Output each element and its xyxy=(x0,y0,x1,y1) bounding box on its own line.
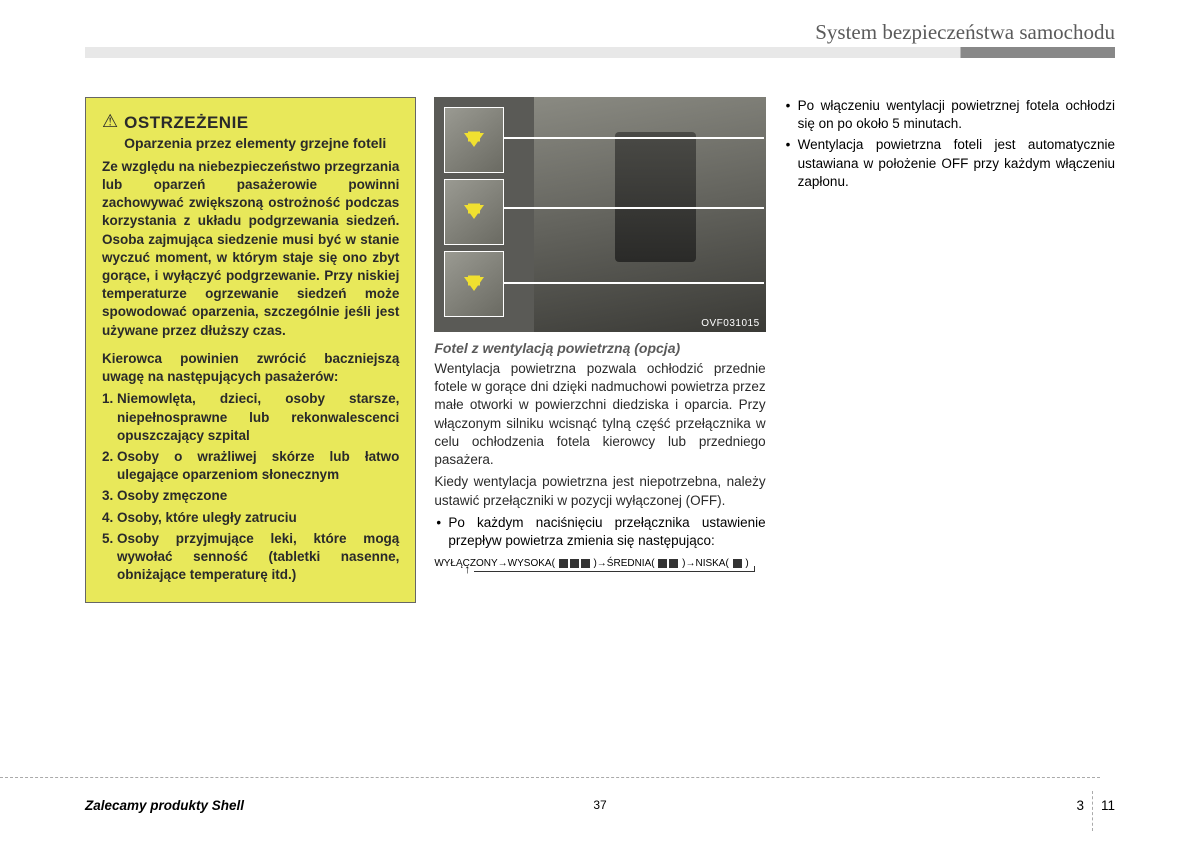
warning-title: OSTRZEŻENIE xyxy=(124,112,386,135)
figure-callout-low xyxy=(444,251,504,317)
footer-slogan: Zalecamy produkty Shell xyxy=(85,798,244,813)
figure-console-panel xyxy=(615,132,696,261)
figure-callout-high xyxy=(444,107,504,173)
sequence-diagram: WYŁĄCZONY→WYSOKA( )→ŚREDNIA( )→NISKA( ) xyxy=(434,558,765,569)
warning-title-block: OSTRZEŻENIE Oparzenia przez elementy grz… xyxy=(124,112,386,152)
seq-indicator-icon xyxy=(669,559,678,568)
bullet-item: Po włączeniu wentylacji powietrznej fote… xyxy=(784,97,1115,133)
figure-leader-line xyxy=(504,137,764,139)
warning-prompt: Kierowca powinien zwrócić baczniejszą uw… xyxy=(102,350,399,386)
seq-mid: ŚREDNIA xyxy=(607,558,651,569)
body-paragraph: Wentylacja powietrzna pozwala ochłodzić … xyxy=(434,360,765,469)
seq-indicator-icon xyxy=(570,559,579,568)
page-header: System bezpieczeństwa samochodu xyxy=(85,20,1115,62)
figure-interior-bg xyxy=(534,97,766,332)
warning-list-item: Niemowlęta, dzieci, osoby starsze, niepe… xyxy=(102,390,399,445)
header-bar xyxy=(85,47,1115,58)
footer-page-number: 37 xyxy=(593,798,606,812)
figure-leader-line xyxy=(504,282,764,284)
bullet-list: Po włączeniu wentylacji powietrznej fote… xyxy=(784,97,1115,191)
seq-indicator-icon xyxy=(733,559,742,568)
content-columns: ⚠ OSTRZEŻENIE Oparzenia przez elementy g… xyxy=(85,97,1115,603)
column-1: ⚠ OSTRZEŻENIE Oparzenia przez elementy g… xyxy=(85,97,416,603)
column-2: OVF031015 Fotel z wentylacją powietrzną … xyxy=(434,97,765,603)
footer-content: Zalecamy produkty Shell 37 3 11 xyxy=(85,785,1115,825)
header-title: System bezpieczeństwa samochodu xyxy=(85,20,1115,45)
warning-list: Niemowlęta, dzieci, osoby starsze, niepe… xyxy=(102,390,399,584)
bullet-list: Po każdym naciśnięciu przełącznika ustaw… xyxy=(434,514,765,550)
footer-section-page: 3 11 xyxy=(1076,785,1115,825)
page-container: System bezpieczeństwa samochodu ⚠ OSTRZE… xyxy=(0,0,1200,847)
seq-indicator-icon xyxy=(658,559,667,568)
figure-seat-ventilation: OVF031015 xyxy=(434,97,765,332)
section-subtitle: Fotel z wentylacją powietrzną (opcja) xyxy=(434,340,765,356)
page-footer: Zalecamy produkty Shell 37 3 11 xyxy=(0,785,1200,825)
bullet-item: Po każdym naciśnięciu przełącznika ustaw… xyxy=(434,514,765,550)
column-3: Po włączeniu wentylacji powietrznej fote… xyxy=(784,97,1115,603)
figure-callout-mid xyxy=(444,179,504,245)
warning-icon: ⚠ xyxy=(102,112,118,130)
warning-subtitle: Oparzenia przez elementy grzejne foteli xyxy=(124,135,386,152)
warning-header: ⚠ OSTRZEŻENIE Oparzenia przez elementy g… xyxy=(102,112,399,152)
footer-vdash xyxy=(1092,791,1093,831)
footer-dashed-line xyxy=(0,777,1100,778)
seq-indicator-icon xyxy=(581,559,590,568)
figure-leader-line xyxy=(504,207,764,209)
warning-list-item: Osoby zmęczone xyxy=(102,487,399,505)
warning-list-item: Osoby o wrażliwej skórze lub łatwo ulega… xyxy=(102,448,399,484)
figure-callout-stack xyxy=(444,107,504,317)
seq-low: NISKA xyxy=(695,558,725,569)
warning-list-item: Osoby przyjmujące leki, które mogą wywoł… xyxy=(102,530,399,585)
warning-body-text: Ze względu na niebezpieczeństwo przegrza… xyxy=(102,158,399,340)
seq-high: WYSOKA xyxy=(508,558,552,569)
bullet-item: Wentylacja powietrzna foteli jest automa… xyxy=(784,136,1115,191)
footer-page: 11 xyxy=(1101,798,1115,813)
footer-section: 3 xyxy=(1076,798,1084,813)
warning-list-item: Osoby, które uległy zatruciu xyxy=(102,509,399,527)
body-paragraph: Kiedy wentylacja powietrzna jest niepotr… xyxy=(434,473,765,509)
seq-indicator-icon xyxy=(559,559,568,568)
warning-box: ⚠ OSTRZEŻENIE Oparzenia przez elementy g… xyxy=(85,97,416,603)
figure-code: OVF031015 xyxy=(701,318,759,329)
sequence-return-line xyxy=(474,571,754,572)
